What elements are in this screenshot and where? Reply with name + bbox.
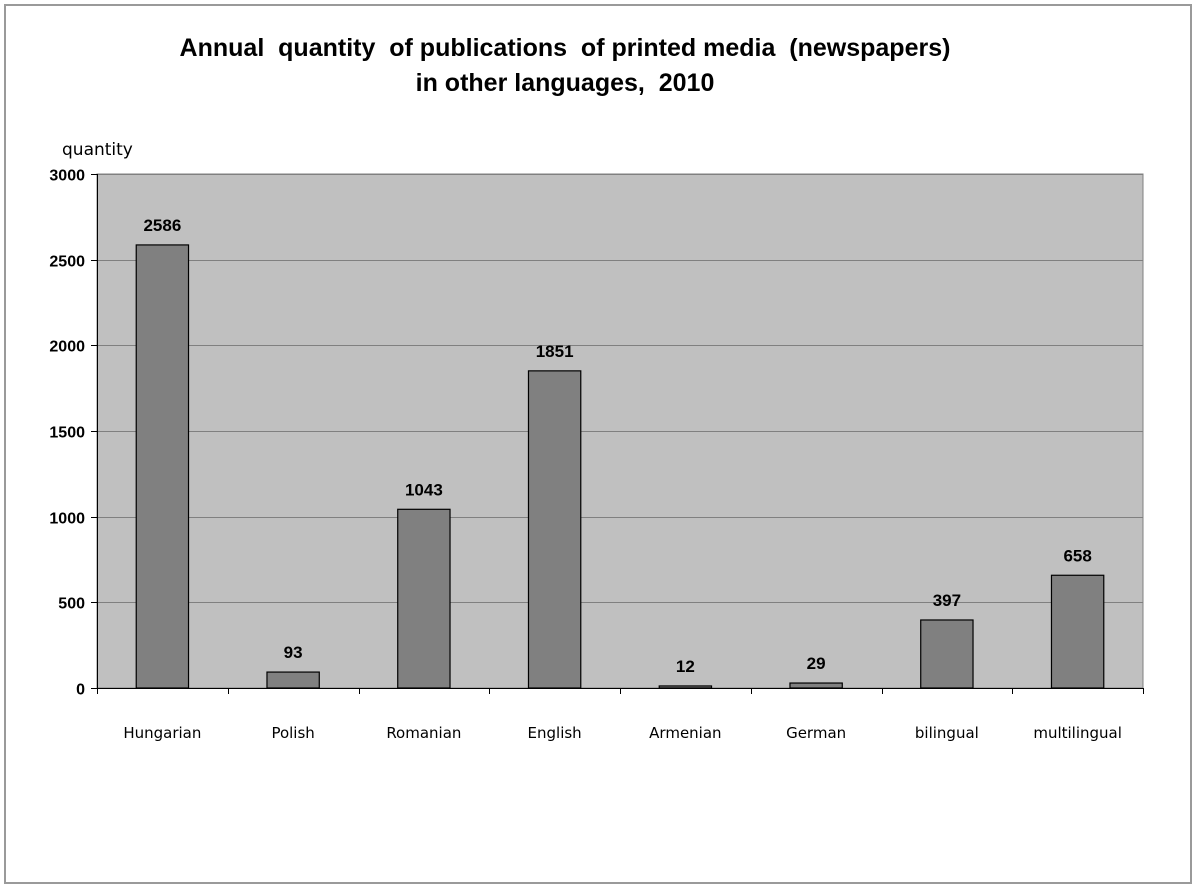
x-category-label: German [786,724,846,742]
chart-title-line-2: in other languages, 2010 [415,69,715,97]
bar [397,508,451,689]
x-category-label: Polish [271,724,314,742]
x-category-label: bilingual [915,724,979,742]
bar [789,682,843,689]
data-label: 12 [676,657,695,676]
x-category-label: Hungarian [123,724,201,742]
y-tick-label: 2500 [49,254,85,271]
bar [527,370,582,689]
data-label: 93 [284,643,303,662]
x-category-label: Armenian [649,724,721,742]
bar [658,685,713,689]
y-tick-label: 500 [58,596,85,613]
y-tick-label: 2000 [49,339,85,356]
data-label: 397 [933,591,961,610]
data-label: 1851 [536,342,574,361]
bar [920,619,974,689]
data-label: 2586 [143,216,181,235]
x-category-label: English [528,724,582,742]
y-tick-label: 1500 [49,425,85,442]
data-label: 1043 [405,480,443,499]
bar [266,671,320,689]
y-tick-label: 1000 [49,511,85,528]
y-tick-label: 3000 [49,168,85,185]
x-category-label: multilingual [1033,724,1122,742]
bar [1050,574,1105,689]
data-label: 658 [1063,546,1091,565]
bar [135,244,190,689]
y-tick-label: 0 [76,682,85,699]
y-axis-label: quantity [62,140,133,160]
data-label: 29 [807,654,826,673]
chart-title-line-1: Annual quantity of publications of print… [179,34,951,62]
x-category-label: Romanian [386,724,461,742]
